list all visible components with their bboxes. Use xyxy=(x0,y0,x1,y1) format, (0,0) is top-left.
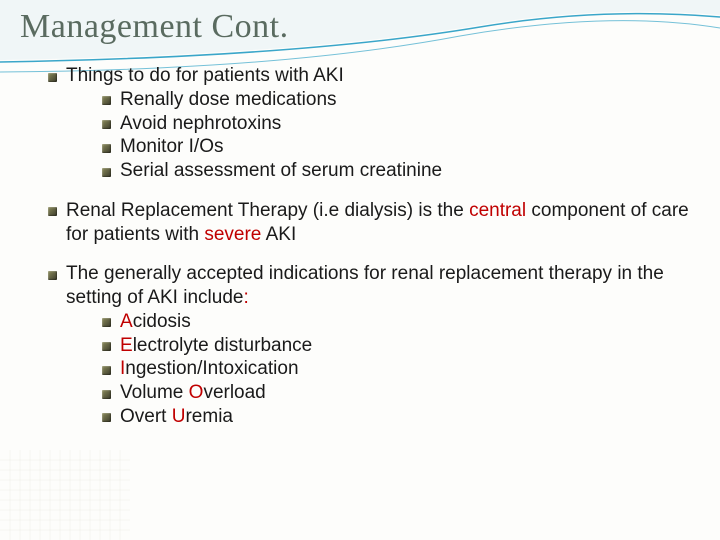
bullet-icon xyxy=(102,342,111,351)
item-text: Serial assessment of serum creatinine xyxy=(120,160,442,181)
item-text: Renally dose medications xyxy=(120,89,337,110)
list-item: Overt Uremia xyxy=(102,405,700,429)
item-text: Electrolyte disturbance xyxy=(120,335,312,356)
bullet-icon xyxy=(48,271,57,280)
mnemonic-letter: A xyxy=(120,311,133,332)
bullet-icon xyxy=(102,390,111,399)
item-text: Renal Replacement Therapy (i.e dialysis)… xyxy=(66,200,689,245)
bullet-icon xyxy=(102,366,111,375)
list-item: Ingestion/Intoxication xyxy=(102,357,700,381)
list-item: Serial assessment of serum creatinine xyxy=(102,159,700,183)
slide-content: Management Cont. Things to do for patien… xyxy=(0,0,720,465)
list-item: Electrolyte disturbance xyxy=(102,334,700,358)
bullet-icon xyxy=(102,144,111,153)
item-text: Avoid nephrotoxins xyxy=(120,113,281,134)
mnemonic-letter: U xyxy=(172,406,186,427)
bullet-list: Things to do for patients with AKI Renal… xyxy=(48,64,700,429)
list-item: The generally accepted indications for r… xyxy=(48,262,700,428)
list-item: Volume Overload xyxy=(102,381,700,405)
list-item: Things to do for patients with AKI Renal… xyxy=(48,64,700,183)
bullet-icon xyxy=(102,120,111,129)
highlight-colon: : xyxy=(243,287,248,308)
mnemonic-letter: E xyxy=(120,335,133,356)
bullet-icon xyxy=(48,73,57,82)
item-text: Monitor I/Os xyxy=(120,136,223,157)
sub-list: Acidosis Electrolyte disturbance Ingesti… xyxy=(102,310,700,429)
item-text: Overt Uremia xyxy=(120,406,233,427)
item-text: Acidosis xyxy=(120,311,191,332)
item-text: Things to do for patients with AKI xyxy=(66,65,344,86)
item-text: Ingestion/Intoxication xyxy=(120,358,299,379)
list-item: Monitor I/Os xyxy=(102,135,700,159)
slide-title: Management Cont. xyxy=(20,8,700,46)
list-item: Renally dose medications xyxy=(102,88,700,112)
mnemonic-letter: O xyxy=(189,382,204,403)
item-text: The generally accepted indications for r… xyxy=(66,263,664,308)
bullet-icon xyxy=(102,96,111,105)
bullet-icon xyxy=(102,413,111,422)
list-item: Avoid nephrotoxins xyxy=(102,112,700,136)
highlight-word: central xyxy=(469,200,526,221)
bullet-icon xyxy=(102,168,111,177)
list-item: Renal Replacement Therapy (i.e dialysis)… xyxy=(48,199,700,247)
highlight-word: severe xyxy=(204,224,261,245)
list-item: Acidosis xyxy=(102,310,700,334)
bullet-icon xyxy=(102,318,111,327)
item-text: Volume Overload xyxy=(120,382,266,403)
bullet-icon xyxy=(48,207,57,216)
sub-list: Renally dose medications Avoid nephrotox… xyxy=(102,88,700,183)
